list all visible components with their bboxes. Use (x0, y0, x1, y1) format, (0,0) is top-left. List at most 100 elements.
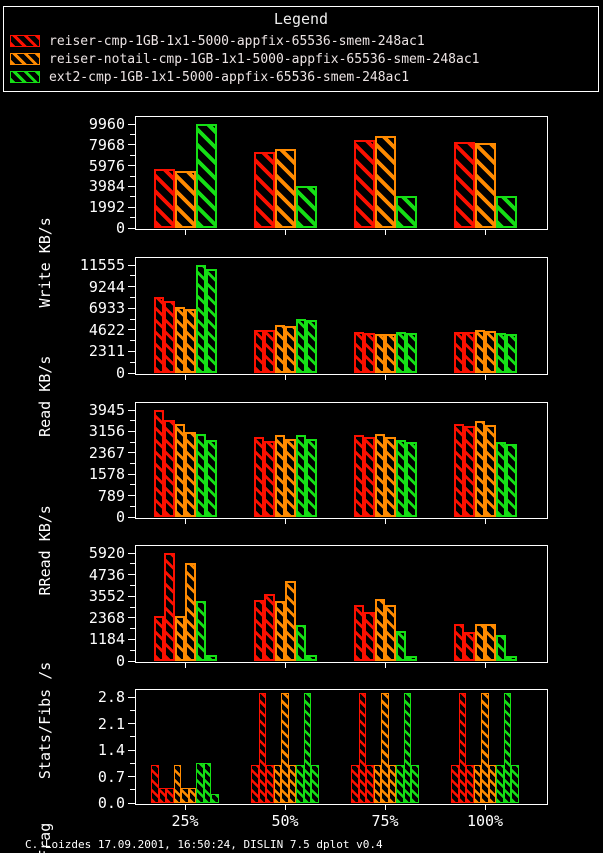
y-major-tick (128, 495, 135, 497)
bar-reiser-notail-100% (485, 425, 496, 517)
bar-reiser-50% (253, 599, 264, 661)
y-major-tick (128, 749, 135, 751)
bar-reiser-25% (164, 301, 175, 373)
footer-text: C. Loizdes 17.09.2001, 16:50:24, DISLIN … (25, 838, 383, 851)
bar-reiser-50% (258, 693, 267, 803)
bar-reiser-notail-25% (181, 787, 189, 803)
bar-reiser-notail-100% (488, 765, 497, 803)
bar-reiser-notail-75% (388, 765, 397, 803)
y-minor-tick (130, 584, 135, 586)
bar-reiser-notail-25% (174, 171, 196, 228)
y-minor-tick (130, 318, 135, 320)
x-major-tick (285, 804, 286, 810)
bar-reiser-notail-50% (274, 148, 296, 228)
legend-entry: ext2-cmp-1GB-1x1-5000-appfix-65536-smem-… (10, 69, 410, 85)
bar-reiser-notail-25% (185, 431, 196, 517)
bar-ext2-100% (503, 693, 512, 803)
bar-reiser-100% (464, 332, 475, 373)
bar-reiser-notail-75% (385, 436, 396, 517)
bar-ext2-25% (206, 268, 217, 373)
y-minor-tick (130, 217, 135, 219)
bar-reiser-notail-25% (185, 308, 196, 373)
y-tick-label: 0.7 (97, 767, 125, 786)
y-tick-label: 1.4 (97, 741, 125, 759)
y-major-tick (128, 776, 135, 777)
bar-reiser-25% (164, 419, 175, 517)
bar-reiser-notail-75% (381, 693, 389, 803)
y-tick-label: 3945 (88, 401, 125, 419)
legend-entry-label: reiser-notail-cmp-1GB-1x1-5000-appfix-65… (49, 51, 480, 67)
legend-entry-label: reiser-cmp-1GB-1x1-5000-appfix-65536-sme… (49, 33, 425, 49)
y-major-tick (128, 638, 135, 640)
bar-ext2-25% (211, 793, 219, 803)
bar-reiser-notail-25% (174, 423, 185, 517)
bar-reiser-notail-50% (274, 325, 285, 373)
bar-reiser-75% (353, 332, 364, 373)
bar-ext2-100% (495, 332, 506, 373)
y-minor-tick (130, 463, 135, 464)
y-major-tick (128, 227, 135, 229)
bar-reiser-notail-75% (374, 598, 385, 661)
bar-reiser-25% (153, 616, 164, 661)
bar-reiser-notail-100% (485, 624, 496, 661)
y-tick-label: 3984 (88, 177, 125, 196)
x-major-tick (385, 374, 386, 380)
bar-reiser-notail-50% (285, 439, 296, 517)
x-major-tick (185, 804, 186, 810)
legend-entry-label: ext2-cmp-1GB-1x1-5000-appfix-65536-smem-… (49, 69, 410, 85)
bar-ext2-75% (395, 631, 406, 661)
y-minor-tick (130, 196, 135, 198)
bar-reiser-100% (464, 426, 475, 517)
y-tick-label: 2368 (88, 608, 125, 627)
y-tick-label: 9960 (88, 115, 125, 133)
bar-reiser-notail-50% (273, 765, 282, 803)
y-major-tick (128, 206, 135, 208)
y-minor-tick (130, 441, 135, 443)
bar-reiser-notail-75% (374, 135, 396, 228)
bar-reiser-25% (153, 297, 164, 373)
legend-title: Legend (273, 10, 329, 28)
bar-ext2-50% (306, 439, 317, 517)
bar-ext2-75% (406, 333, 417, 373)
bar-reiser-75% (366, 765, 374, 803)
bar-ext2-75% (395, 440, 406, 517)
y-tick-label: 0 (115, 652, 125, 670)
bar-reiser-25% (153, 410, 164, 517)
bar-ext2-100% (495, 441, 506, 517)
x-major-tick (385, 662, 386, 668)
bar-ext2-50% (303, 693, 312, 803)
y-major-tick (128, 307, 135, 309)
bar-reiser-75% (364, 611, 375, 661)
legend-box: Legend reiser-cmp-1GB-1x1-5000-appfix-65… (3, 6, 599, 92)
x-major-tick (285, 518, 286, 524)
x-major-tick (385, 518, 386, 524)
y-major-tick (128, 409, 135, 411)
x-major-tick (485, 374, 486, 380)
y-tick-label: 0.0 (97, 794, 125, 812)
y-tick-label: 4736 (88, 565, 125, 584)
y-tick-label: 0 (115, 508, 125, 526)
y-minor-tick (130, 789, 135, 791)
bar-reiser-100% (458, 693, 467, 803)
bar-ext2-25% (195, 264, 206, 373)
x-major-tick (285, 662, 286, 668)
y-minor-tick (130, 175, 135, 177)
bar-reiser-notail-50% (274, 600, 285, 661)
legend-swatch-icon (10, 71, 40, 83)
x-major-tick (385, 229, 386, 235)
x-major-tick (485, 229, 486, 235)
y-minor-tick (130, 505, 135, 507)
x-major-tick (485, 518, 486, 524)
bar-ext2-100% (495, 634, 506, 661)
y-major-tick (128, 286, 135, 288)
y-minor-tick (130, 420, 135, 422)
y-minor-tick (130, 762, 135, 764)
bar-reiser-100% (453, 141, 475, 228)
y-major-tick (128, 372, 135, 374)
bar-ext2-100% (495, 195, 517, 228)
bar-reiser-notail-75% (385, 334, 396, 373)
y-tick-label: 9244 (88, 277, 125, 296)
y-tick-label: 2.8 (97, 688, 125, 706)
bar-ext2-50% (306, 319, 317, 373)
